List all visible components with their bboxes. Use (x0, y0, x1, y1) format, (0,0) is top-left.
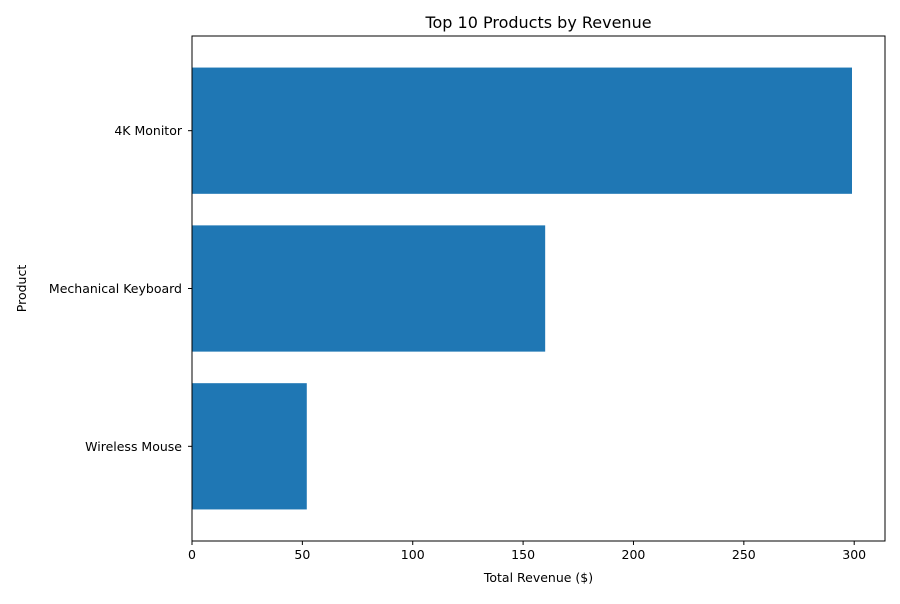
y-tick-label: 4K Monitor (114, 123, 183, 138)
y-axis-ticks: 4K Monitor Mechanical Keyboard Wireless Mo… (49, 123, 192, 454)
chart-title: Top 10 Products by Revenue (424, 13, 651, 32)
x-tick-label: 100 (401, 547, 425, 562)
bar (192, 383, 307, 510)
x-tick-label: 300 (842, 547, 866, 562)
bar (192, 225, 546, 352)
x-tick-label: 200 (622, 547, 646, 562)
x-tick-label: 0 (188, 547, 196, 562)
y-tick-label: Wireless Mouse (85, 439, 182, 454)
y-axis-label: Product (14, 265, 29, 313)
x-axis-ticks: 0 50 100 150 200 250 300 (188, 541, 866, 562)
bars-group (192, 67, 852, 510)
x-tick-label: 250 (732, 547, 756, 562)
x-tick-label: 50 (294, 547, 310, 562)
x-axis-label: Total Revenue ($) (483, 570, 593, 585)
x-tick-label: 150 (511, 547, 535, 562)
y-tick-label: Mechanical Keyboard (49, 281, 182, 296)
bar (192, 67, 852, 194)
